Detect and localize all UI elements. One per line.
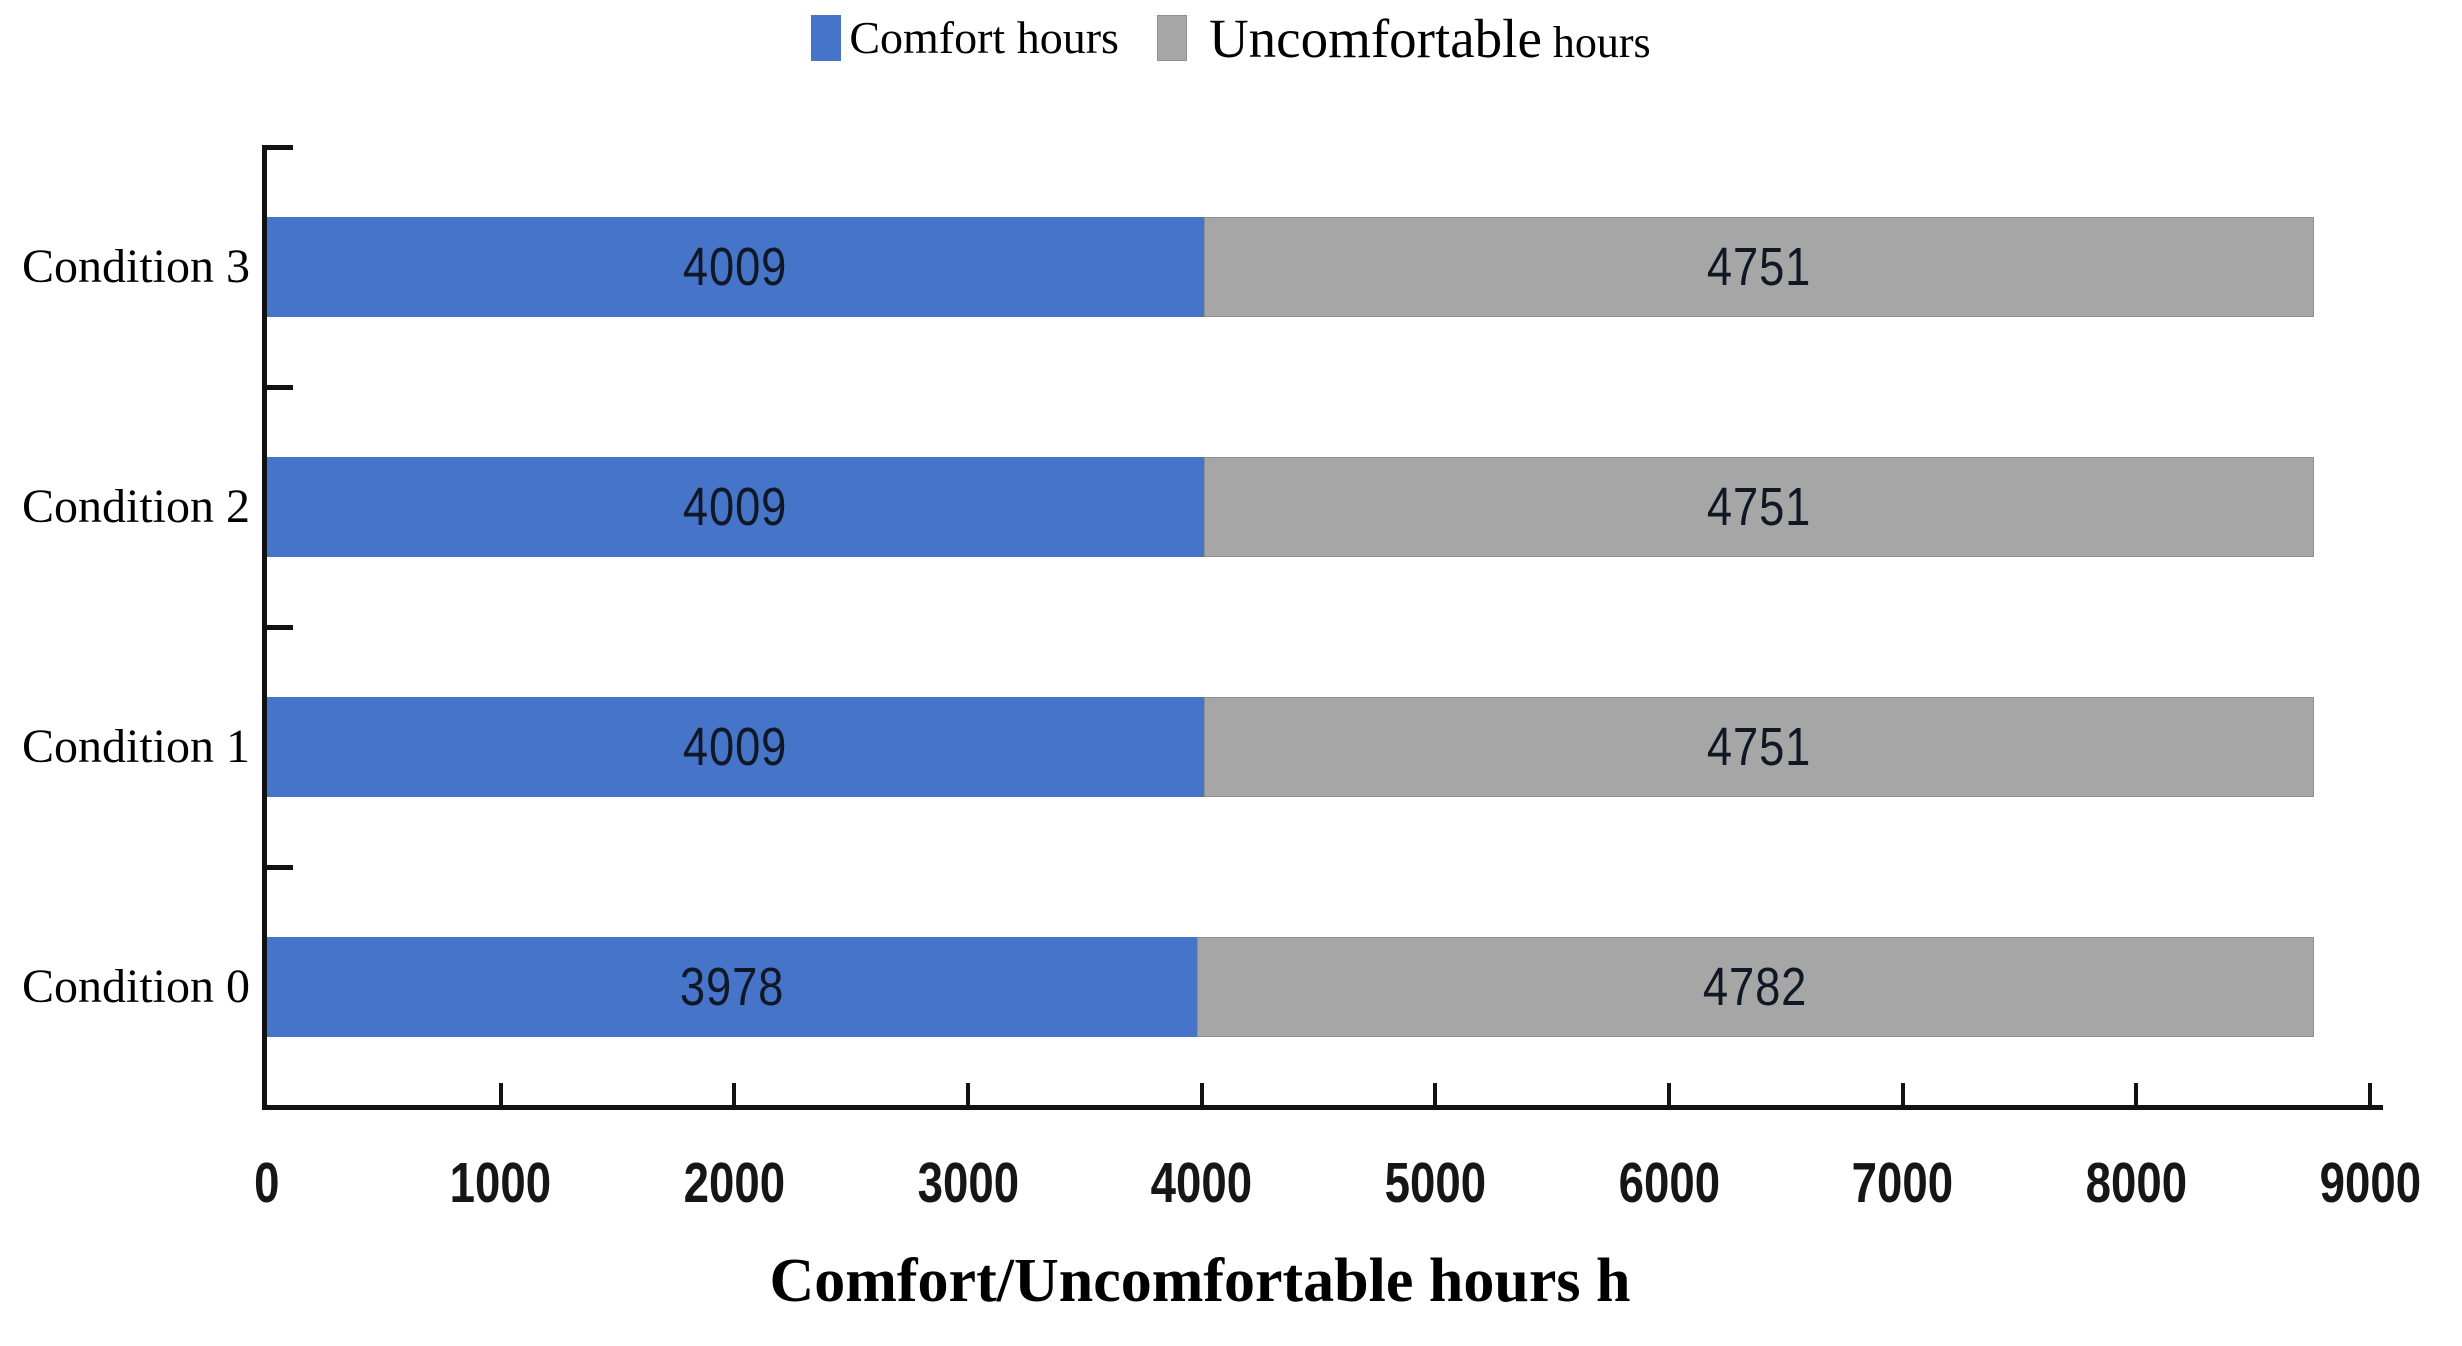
x-axis-tick bbox=[1900, 1083, 1905, 1105]
category-label-condition-0: Condition 0 bbox=[21, 960, 250, 1013]
bar-value-label: 3978 bbox=[679, 957, 784, 1017]
x-axis-tick bbox=[2134, 1083, 2139, 1105]
x-tick-label: 6000 bbox=[1549, 1153, 1789, 1214]
legend-label-uncomfortable: Uncomfortable hours bbox=[1208, 7, 1651, 69]
legend-swatch-uncomfortable bbox=[1156, 15, 1187, 61]
x-tick-label: 4000 bbox=[1082, 1153, 1322, 1214]
bar-value-label: 4751 bbox=[1706, 717, 1811, 777]
x-axis-line bbox=[262, 1105, 2383, 1110]
bar-segment-comfort-condition-2: 4009 bbox=[267, 457, 1204, 557]
x-tick-value: 5000 bbox=[1384, 1151, 1487, 1215]
y-axis-tick bbox=[267, 625, 293, 630]
y-axis-tick bbox=[267, 865, 293, 870]
bar-value-label: 4009 bbox=[683, 237, 788, 297]
legend-label-comfort: Comfort hours bbox=[849, 12, 1119, 63]
bar-segment-comfort-condition-1: 4009 bbox=[267, 697, 1204, 797]
legend-item-uncomfortable: Uncomfortable hours bbox=[1156, 7, 1651, 69]
bar-segment-uncomfortable-condition-0: 4782 bbox=[1196, 937, 2314, 1037]
x-axis-title: Comfort/Uncomfortable hours h bbox=[769, 1247, 1631, 1315]
legend: Comfort hours Uncomfortable hours bbox=[0, 6, 2462, 70]
x-tick-label: 7000 bbox=[1783, 1153, 2023, 1214]
x-axis-tick bbox=[966, 1083, 970, 1105]
category-label-condition-3: Condition 3 bbox=[21, 240, 250, 293]
bar-value-label: 4782 bbox=[1703, 957, 1808, 1017]
bar-value-label: 4009 bbox=[683, 717, 788, 777]
x-tick-label: 2000 bbox=[614, 1153, 854, 1214]
x-tick-label: 9000 bbox=[2250, 1153, 2462, 1214]
bar-segment-comfort-condition-0: 3978 bbox=[267, 937, 1197, 1037]
bar-value-label: 4009 bbox=[683, 477, 788, 537]
x-tick-value: 4000 bbox=[1150, 1151, 1253, 1215]
x-axis-tick bbox=[498, 1083, 503, 1105]
x-tick-value: 3000 bbox=[917, 1151, 1019, 1215]
x-tick-value: 6000 bbox=[1618, 1151, 1720, 1215]
x-tick-value: 7000 bbox=[1851, 1151, 1954, 1215]
x-tick-label: 3000 bbox=[848, 1153, 1088, 1214]
x-tick-label: 5000 bbox=[1315, 1153, 1555, 1214]
category-label-condition-2: Condition 2 bbox=[21, 480, 250, 533]
legend-swatch-comfort bbox=[811, 15, 842, 61]
y-axis-tick bbox=[267, 385, 293, 390]
x-tick-value: 9000 bbox=[2319, 1151, 2421, 1215]
bar-segment-uncomfortable-condition-3: 4751 bbox=[1203, 217, 2314, 317]
x-axis-tick bbox=[2368, 1083, 2372, 1105]
x-tick-label: 0 bbox=[147, 1153, 387, 1214]
category-label-condition-1: Condition 1 bbox=[21, 720, 250, 773]
x-axis-tick bbox=[732, 1083, 737, 1105]
bar-segment-comfort-condition-3: 4009 bbox=[267, 217, 1204, 317]
x-tick-value: 8000 bbox=[2085, 1151, 2188, 1215]
x-tick-value: 1000 bbox=[449, 1151, 552, 1215]
y-axis-tick bbox=[267, 145, 293, 150]
x-axis-tick bbox=[1433, 1083, 1438, 1105]
x-axis-tick bbox=[1199, 1083, 1204, 1105]
legend-item-comfort: Comfort hours bbox=[811, 15, 1119, 61]
x-tick-value: 0 bbox=[254, 1151, 280, 1215]
bar-value-label: 4751 bbox=[1706, 477, 1811, 537]
x-tick-label: 8000 bbox=[2016, 1153, 2256, 1214]
x-tick-label: 1000 bbox=[381, 1153, 621, 1214]
bar-value-label: 4751 bbox=[1706, 237, 1811, 297]
x-axis-tick bbox=[1667, 1083, 1671, 1105]
x-tick-value: 2000 bbox=[683, 1151, 786, 1215]
bar-segment-uncomfortable-condition-1: 4751 bbox=[1203, 697, 2314, 797]
y-axis-line bbox=[262, 145, 267, 1110]
bar-segment-uncomfortable-condition-2: 4751 bbox=[1203, 457, 2314, 557]
